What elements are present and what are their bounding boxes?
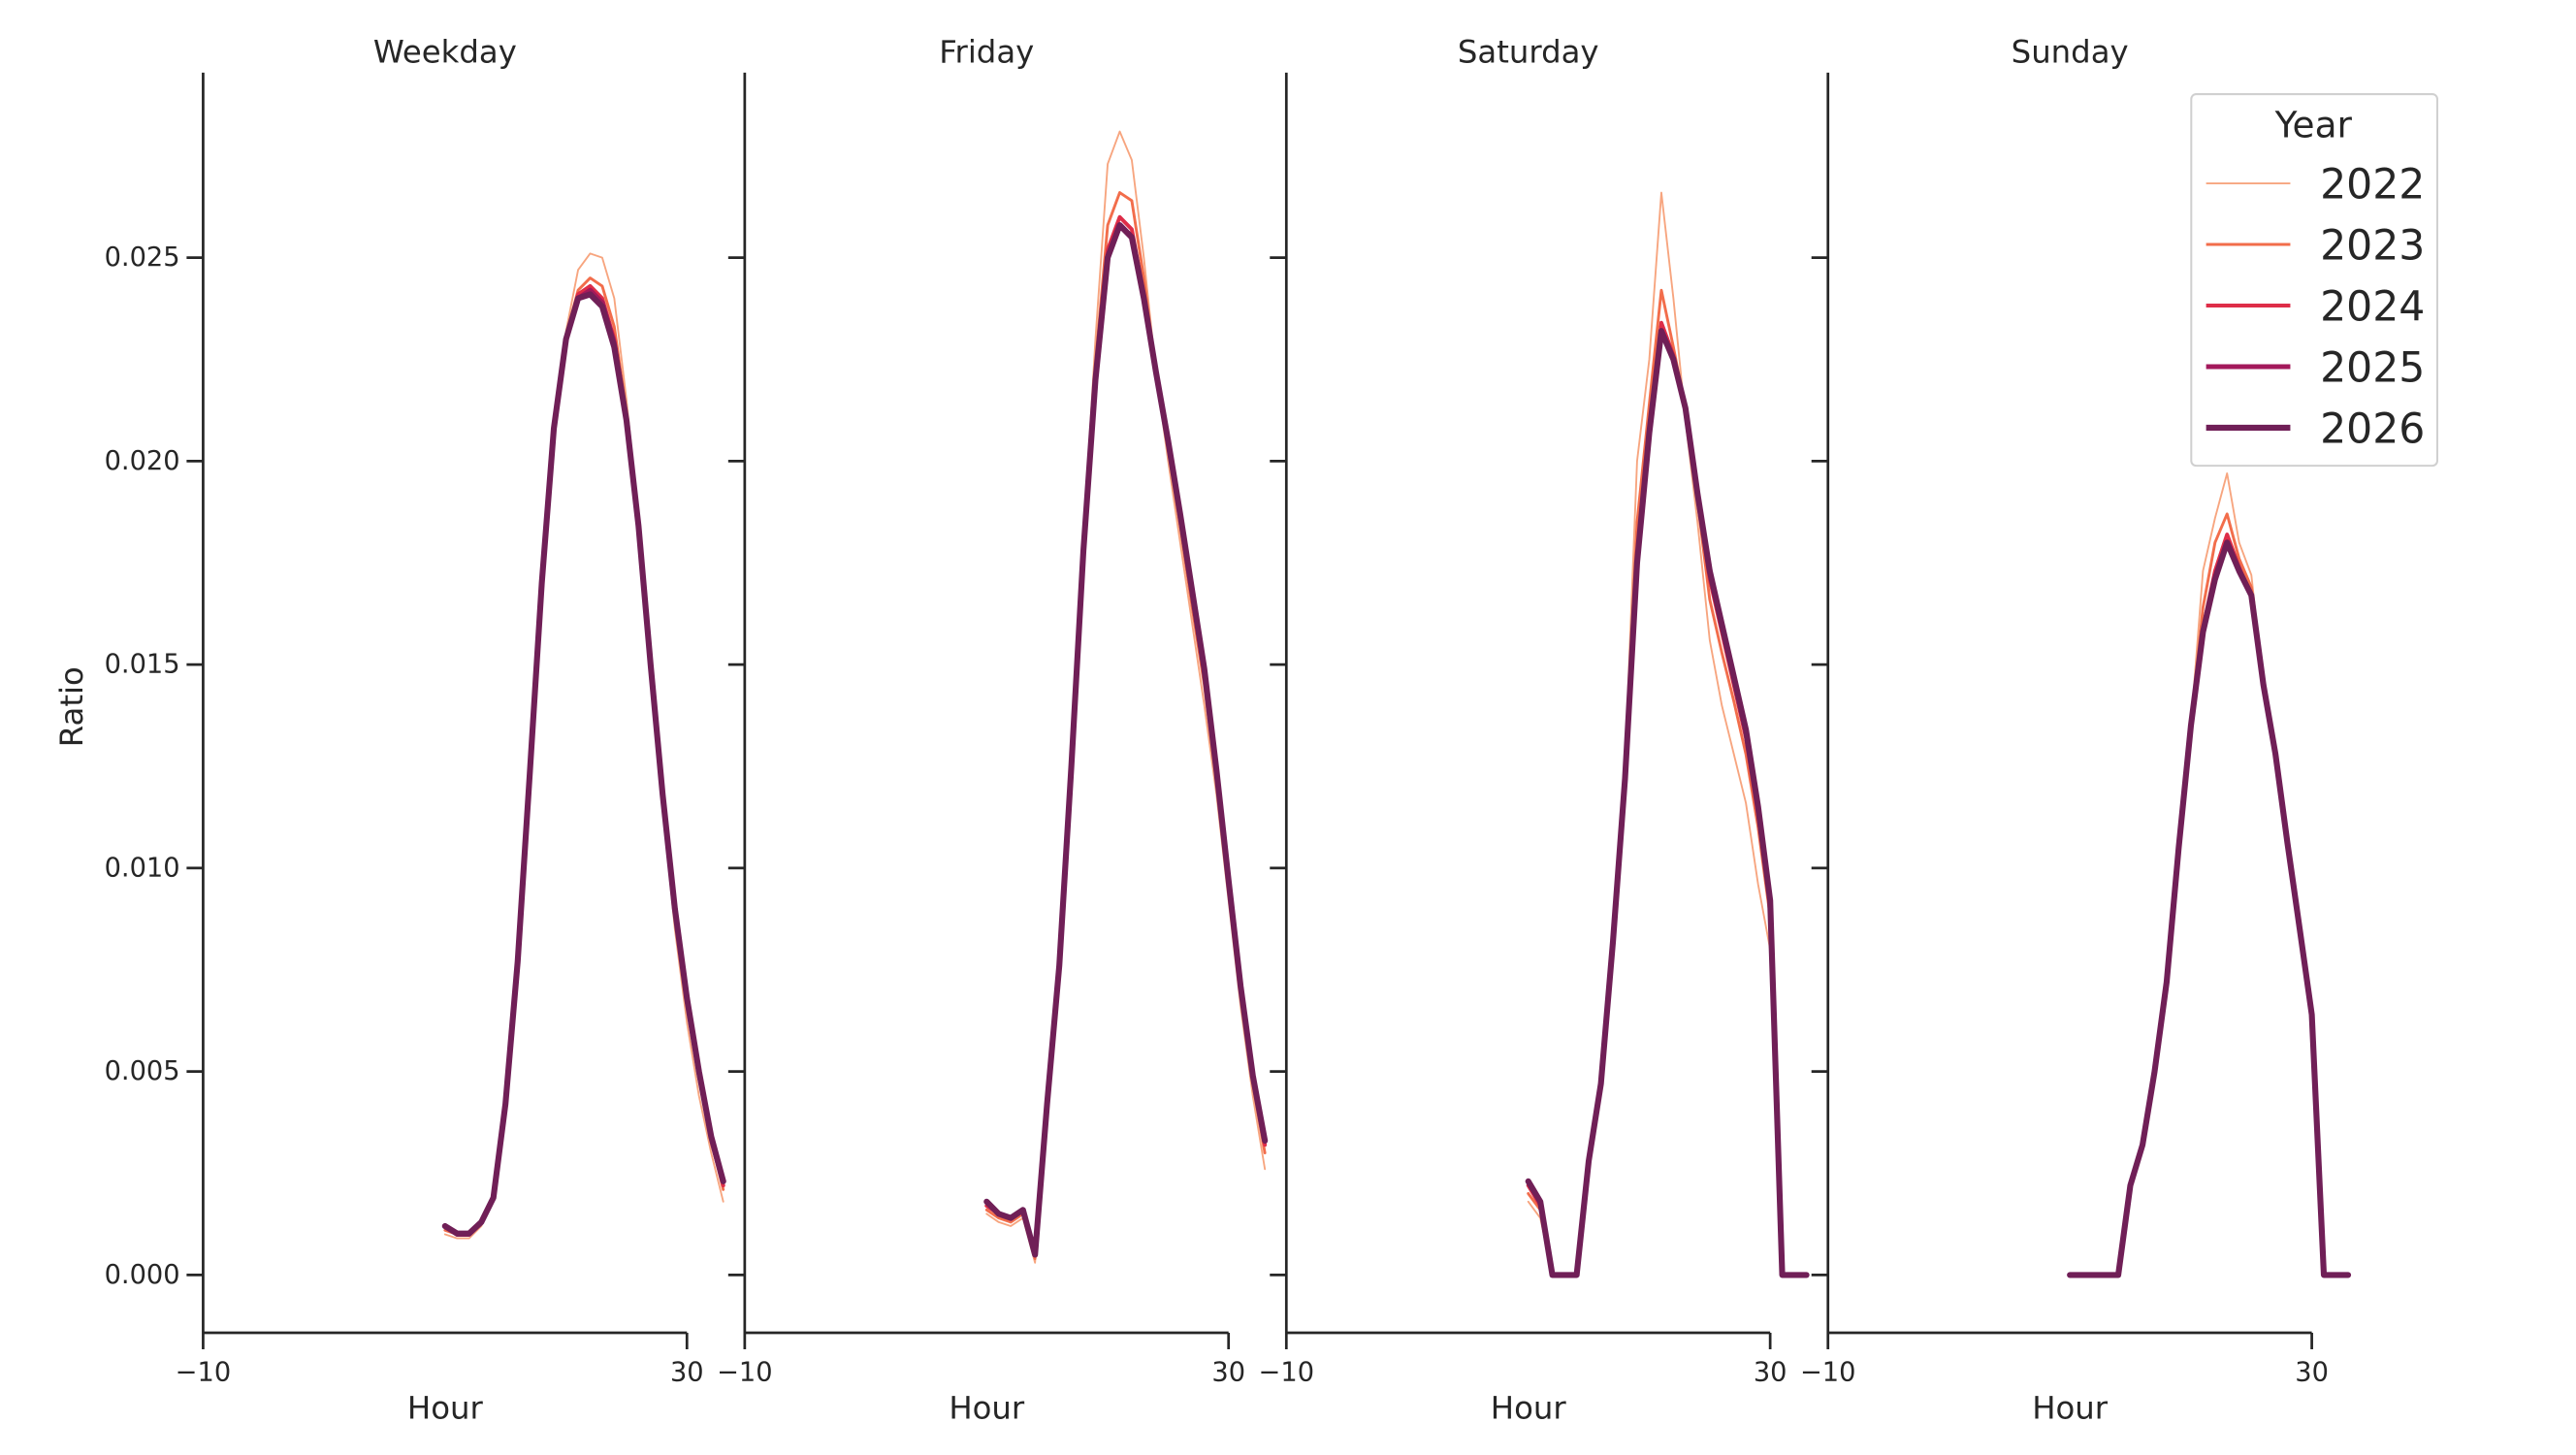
- panel-friday: Friday −10 30 Hour: [717, 34, 1269, 1427]
- series-line-2025: [1526, 328, 1810, 1277]
- legend-label: 2023: [2320, 221, 2425, 270]
- legend: Year 2022 2023 2024 2025 2026: [2190, 93, 2439, 468]
- legend-label: 2022: [2320, 160, 2425, 209]
- legend-label: 2026: [2320, 404, 2425, 453]
- series-line-2024: [442, 283, 725, 1237]
- series-line-2024: [1526, 320, 1809, 1277]
- series-line-2025: [442, 287, 726, 1237]
- legend-title: Year: [2274, 103, 2353, 146]
- panel-title: Friday: [939, 34, 1034, 71]
- panel-sunday: Sunday −10 30 Hour: [1800, 34, 2352, 1427]
- y-tick-label: 0.005: [105, 1056, 180, 1086]
- x-tick-label: 30: [1754, 1357, 1787, 1387]
- series-line-2026: [2067, 539, 2352, 1278]
- series-line-2025: [983, 222, 1268, 1257]
- series-line-2026: [983, 222, 1269, 1258]
- legend-frame: [2190, 93, 2439, 468]
- series-line-2022: [985, 130, 1267, 1264]
- series-line-2026: [1525, 328, 1810, 1278]
- panel-title: Weekday: [373, 34, 517, 71]
- panel-saturday: Saturday −10 30 Hour: [1259, 34, 1810, 1427]
- x-tick-label: 30: [670, 1357, 704, 1387]
- legend-label: 2024: [2320, 282, 2425, 331]
- series-line-2023: [984, 191, 1267, 1260]
- series-line-2026: [441, 291, 726, 1237]
- series-line-2024: [2068, 533, 2351, 1277]
- series-line-2024: [984, 214, 1268, 1257]
- x-tick-label: −10: [1259, 1357, 1314, 1387]
- x-tick-label: −10: [176, 1357, 231, 1387]
- y-tick-label: 0.025: [105, 242, 180, 273]
- series-line-2022: [443, 252, 724, 1240]
- y-tick-label: 0.020: [105, 446, 180, 476]
- series-line-2023: [1527, 288, 1809, 1277]
- y-tick-label: 0.015: [105, 650, 180, 680]
- y-tick-label: 0.000: [105, 1260, 180, 1290]
- series-line-2025: [2067, 539, 2351, 1277]
- x-axis-title: Hour: [2032, 1390, 2109, 1427]
- x-tick-label: −10: [717, 1357, 772, 1387]
- y-axis-title: Ratio: [53, 666, 90, 747]
- series-line-2022: [1527, 191, 1808, 1277]
- legend-label: 2025: [2320, 343, 2425, 392]
- series-line-2023: [2068, 512, 2350, 1277]
- panel-title: Sunday: [2012, 34, 2129, 71]
- x-axis-title: Hour: [1491, 1390, 1567, 1427]
- panel-title: Saturday: [1458, 34, 1599, 71]
- x-tick-label: 30: [1211, 1357, 1245, 1387]
- x-axis-title: Hour: [949, 1390, 1025, 1427]
- x-tick-label: 30: [2295, 1357, 2329, 1387]
- panel-weekday: Weekday 0.000 0.005 0.010 0.015 0.020 0.025 −10…: [105, 34, 726, 1427]
- y-tick-label: 0.010: [105, 853, 180, 883]
- x-tick-label: −10: [1800, 1357, 1855, 1387]
- series-line-2023: [443, 276, 725, 1236]
- x-axis-title: Hour: [407, 1390, 484, 1427]
